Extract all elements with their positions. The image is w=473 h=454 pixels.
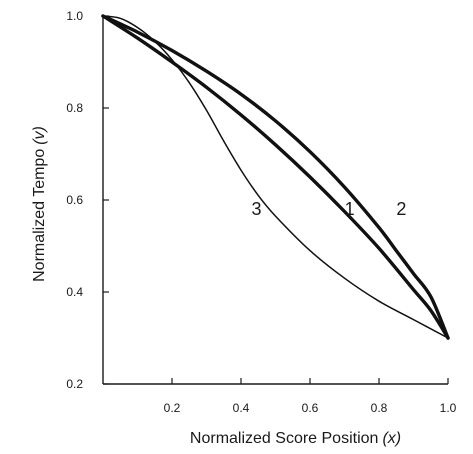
curves — [101, 14, 450, 340]
x-tick-label: 0.2 — [164, 401, 181, 415]
ticks: 0.2 0.4 0.6 0.8 1.0 0.2 0.4 0.6 0.8 1.0 — [66, 9, 456, 415]
y-tick-label: 0.2 — [66, 377, 83, 391]
x-axis-label: Normalized Score Position (x) — [190, 430, 401, 447]
x-tick-label: 1.0 — [440, 401, 457, 415]
y-tick-label: 1.0 — [66, 9, 83, 23]
curve-1-label: 1 — [345, 199, 355, 219]
x-tick-label: 0.4 — [233, 401, 250, 415]
curve-2-line — [101, 14, 450, 340]
y-tick-label: 0.4 — [66, 285, 83, 299]
y-tick-label: 0.6 — [66, 193, 83, 207]
curve-3-label: 3 — [252, 199, 262, 219]
x-tick-label: 0.6 — [302, 401, 319, 415]
x-tick-label: 0.8 — [371, 401, 388, 415]
curve-labels: 1 2 3 — [252, 199, 407, 219]
curve-2-label: 2 — [396, 199, 406, 219]
y-tick-label: 0.8 — [66, 101, 83, 115]
curve-1-line — [101, 14, 450, 340]
curve-3-line — [102, 15, 449, 339]
y-axis-label: Normalized Tempo(v) — [31, 126, 48, 282]
